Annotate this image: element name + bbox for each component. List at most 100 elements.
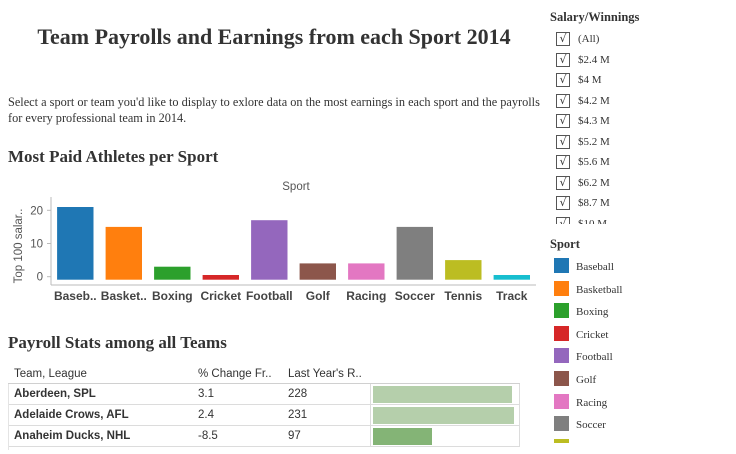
legend-item[interactable]: Baseball — [550, 257, 730, 280]
header-percent-change[interactable]: % Change Fr.. — [198, 368, 272, 380]
sport-legend: Sport Baseball Basketball Boxing Cricket Foo… — [550, 237, 730, 443]
payroll-bar[interactable] — [373, 386, 512, 403]
checkbox[interactable]: √ — [556, 52, 570, 67]
team-cell: Aberdeen, SPL — [14, 388, 96, 400]
last-year-cell: 97 — [288, 430, 301, 442]
checkbox[interactable]: √ — [556, 155, 570, 169]
salary-filter-option[interactable]: √ $2.4 M — [550, 51, 730, 72]
x-axis: Baseb.. Basket.. Boxing Cricket Football Golf… — [54, 289, 528, 303]
checkbox[interactable]: √ — [556, 216, 570, 224]
legend-label: Racing — [576, 396, 608, 409]
bar-series — [57, 207, 530, 280]
legend-label: Golf — [576, 373, 597, 386]
legend-label: Baseball — [576, 261, 614, 273]
payroll-table: Team, League % Change Fr.. Last Year's R… — [8, 366, 520, 450]
salary-filter-option[interactable]: √ $8.7 M — [550, 194, 730, 215]
salary-option-label: $6.2 M — [578, 176, 610, 189]
salary-filter-title: Salary/Winnings — [550, 10, 640, 24]
sport-legend-items: Baseball Basketball Boxing Cricket Football G… — [550, 257, 730, 443]
legend-swatch — [554, 303, 569, 319]
salary-option-label: $5.6 M — [578, 156, 610, 168]
checkbox[interactable]: √ — [556, 32, 570, 46]
bar[interactable] — [445, 260, 482, 280]
table-row[interactable]: Anaheim Ducks, NHL -8.5 97 — [8, 426, 520, 447]
bar[interactable] — [396, 226, 433, 280]
bar[interactable] — [105, 226, 142, 280]
salary-option-label: (All) — [578, 33, 600, 45]
athletes-bar-chart: Sport Top 100 salar.. 0 10 20 Baseb.. Baske… — [13, 181, 536, 303]
legend-label: Football — [576, 351, 613, 364]
legend-item[interactable]: Racing — [550, 393, 730, 416]
bar[interactable] — [348, 263, 385, 280]
x-tick-label: Soccer — [395, 289, 435, 303]
team-cell: Adelaide Crows, AFL — [14, 409, 129, 421]
chart-title: Sport — [282, 181, 310, 193]
bar[interactable] — [202, 275, 239, 280]
legend-swatch — [554, 416, 569, 432]
header-last-year[interactable]: Last Year's R.. — [288, 368, 362, 380]
header-team-league[interactable]: Team, League — [14, 368, 87, 380]
x-tick-label: Track — [496, 289, 528, 303]
checkbox[interactable]: √ — [556, 175, 570, 190]
salary-option-label: $2.4 M — [578, 53, 610, 66]
bar[interactable] — [493, 275, 530, 280]
team-cell: Anaheim Ducks, NHL — [14, 430, 131, 442]
x-tick-label: Baseb.. — [54, 289, 97, 303]
salary-filter-options: √ (All) √ $2.4 M √ $4 M √ $4.2 M √ $4.3 M √ $5.2 M √… — [550, 30, 730, 224]
salary-filter-option[interactable]: √ $5.2 M — [550, 133, 730, 154]
legend-swatch — [554, 370, 569, 386]
payroll-heading: Payroll Stats among all Teams — [8, 333, 227, 352]
legend-label: Basketball — [576, 283, 623, 296]
table-row[interactable]: Adelaide Crows, AFL 2.4 231 — [8, 405, 520, 426]
intro-text: Select a sport or team you'd like to dis… — [8, 95, 540, 125]
legend-item[interactable]: Tennis — [550, 438, 730, 443]
bar-cell — [370, 405, 520, 425]
checkbox[interactable]: √ — [556, 93, 570, 108]
x-tick-label: Tennis — [444, 289, 482, 303]
table-row[interactable]: Aberdeen, SPL 3.1 228 — [8, 384, 520, 405]
change-cell: 2.4 — [198, 409, 214, 421]
x-tick-label: Football — [246, 289, 293, 303]
legend-label: Cricket — [576, 328, 609, 341]
legend-item[interactable]: Boxing — [550, 302, 730, 325]
legend-label: Soccer — [576, 419, 606, 432]
athletes-heading: Most Paid Athletes per Sport — [8, 147, 219, 166]
table-left-border — [8, 384, 9, 450]
checkbox[interactable]: √ — [556, 73, 570, 87]
payroll-bar[interactable] — [373, 407, 514, 424]
y-tick-label: 20 — [30, 205, 43, 217]
legend-swatch — [554, 393, 569, 409]
bar-cell — [370, 384, 520, 404]
change-cell: -8.5 — [198, 430, 218, 442]
salary-filter-option[interactable]: √ (All) — [550, 30, 730, 51]
payroll-bar[interactable] — [373, 428, 432, 445]
page-title: Team Payrolls and Earnings from each Spo… — [37, 24, 511, 49]
sport-legend-title: Sport — [550, 237, 580, 251]
x-tick-label: Boxing — [152, 289, 193, 303]
table-header: Team, League % Change Fr.. Last Year's R… — [8, 366, 520, 384]
change-cell: 3.1 — [198, 388, 214, 400]
salary-option-label: $4.2 M — [578, 94, 610, 107]
x-tick-label: Golf — [306, 289, 331, 303]
salary-filter-option[interactable]: √ $6.2 M — [550, 174, 730, 195]
checkbox[interactable]: √ — [556, 134, 570, 149]
bar[interactable] — [251, 220, 288, 280]
bar[interactable] — [154, 266, 191, 280]
salary-filter-option[interactable]: √ $10 M — [550, 215, 730, 224]
salary-filter-option[interactable]: √ $4.3 M — [550, 112, 730, 133]
salary-winnings-filter: Salary/Winnings √ (All) √ $2.4 M √ $4 M √ $4.2 … — [550, 10, 730, 224]
legend-item[interactable]: Golf — [550, 370, 730, 393]
checkbox[interactable]: √ — [556, 196, 570, 210]
legend-swatch — [554, 280, 569, 296]
bar[interactable] — [57, 207, 94, 280]
checkbox[interactable]: √ — [556, 114, 570, 128]
legend-item[interactable]: Football — [550, 347, 730, 370]
bar[interactable] — [299, 263, 336, 280]
legend-item[interactable]: Basketball — [550, 280, 730, 303]
legend-item[interactable]: Cricket — [550, 325, 730, 348]
salary-filter-option[interactable]: √ $4 M — [550, 71, 730, 92]
legend-item[interactable]: Soccer — [550, 415, 730, 438]
salary-filter-option[interactable]: √ $5.6 M — [550, 153, 730, 174]
legend-label: Tennis — [576, 442, 605, 443]
salary-filter-option[interactable]: √ $4.2 M — [550, 92, 730, 113]
